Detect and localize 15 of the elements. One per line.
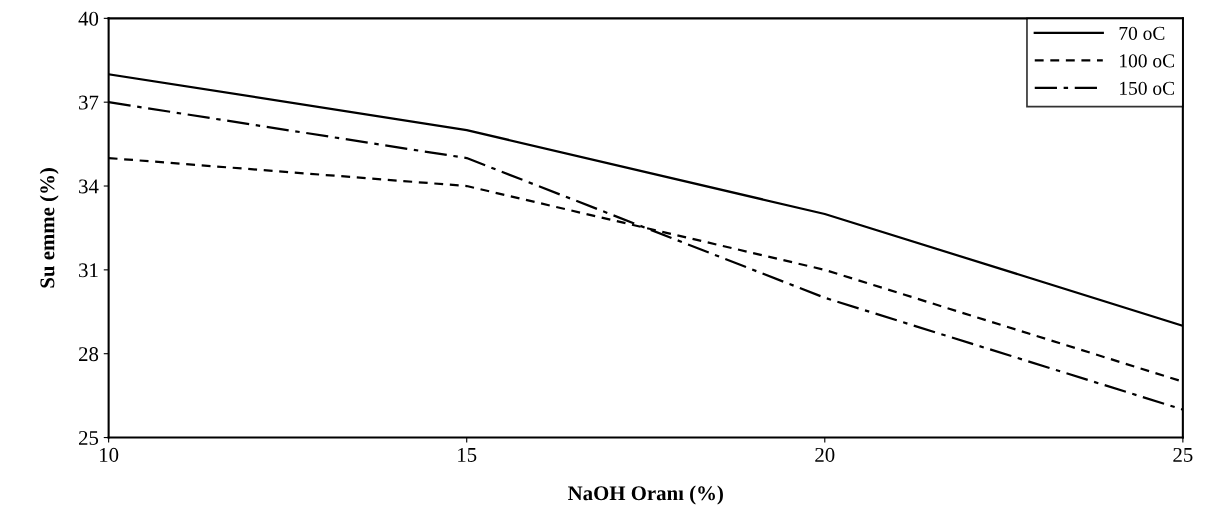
x-tick-label: 20 bbox=[815, 447, 835, 462]
legend-label: 100 oC bbox=[1120, 54, 1175, 68]
y-tick-label: 31 bbox=[79, 263, 98, 278]
legend-label: 150 oC bbox=[1120, 81, 1175, 95]
x-axis-title: NaOH Oranı (%) bbox=[568, 485, 723, 505]
x-tick-label: 15 bbox=[458, 447, 477, 462]
x-tick-label: 25 bbox=[1173, 447, 1193, 462]
y-tick-label: 25 bbox=[78, 430, 99, 445]
y-axis-title: Su emme (%) bbox=[39, 168, 59, 288]
x-tick-label: 10 bbox=[100, 447, 119, 462]
y-tick-label: 37 bbox=[79, 95, 99, 110]
y-tick-label: 28 bbox=[78, 347, 99, 362]
legend-label: 70 oC bbox=[1119, 26, 1165, 40]
y-tick-label: 34 bbox=[79, 179, 99, 194]
y-tick-label: 40 bbox=[78, 11, 99, 26]
